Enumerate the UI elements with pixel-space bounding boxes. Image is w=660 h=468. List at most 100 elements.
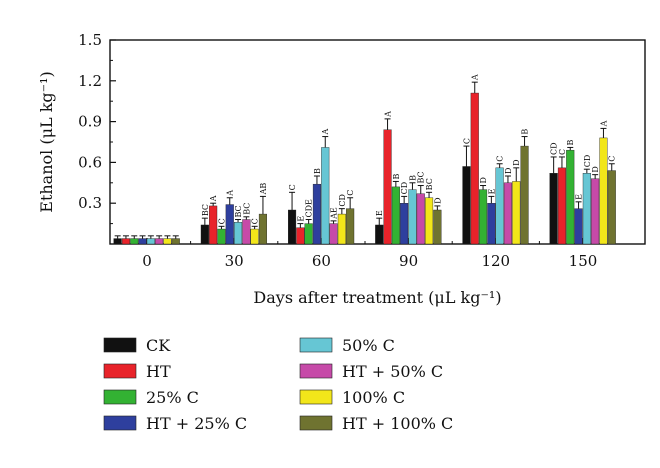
bar bbox=[607, 170, 616, 245]
bar bbox=[375, 224, 384, 245]
bar bbox=[433, 209, 442, 245]
significance-letter: D bbox=[504, 168, 513, 174]
significance-letter: E bbox=[375, 210, 384, 216]
significance-letter: BC bbox=[417, 171, 426, 183]
significance-letter: CD bbox=[338, 194, 347, 207]
legend-label: 50% C bbox=[342, 336, 395, 355]
legend-label: HT bbox=[146, 362, 171, 381]
bar bbox=[470, 92, 479, 245]
bar bbox=[209, 205, 218, 245]
significance-letter: D bbox=[479, 177, 488, 183]
significance-letter: B bbox=[408, 175, 417, 181]
bar bbox=[288, 209, 297, 245]
bar bbox=[200, 224, 209, 245]
legend-swatch bbox=[103, 363, 137, 379]
bar bbox=[296, 227, 305, 245]
significance-letter: A bbox=[384, 111, 393, 118]
x-tick-label: 30 bbox=[225, 252, 244, 270]
x-axis-title: Days after treatment (μL kg⁻¹) bbox=[253, 288, 501, 307]
legend-swatch bbox=[103, 389, 137, 405]
significance-letter: C bbox=[251, 218, 260, 224]
legend-label: 25% C bbox=[146, 388, 199, 407]
significance-letter: C bbox=[462, 138, 471, 144]
bar bbox=[250, 228, 259, 245]
bar bbox=[383, 129, 392, 245]
error-bars bbox=[114, 81, 615, 239]
bar bbox=[225, 204, 234, 245]
significance-letter: CD bbox=[550, 142, 559, 155]
bar bbox=[591, 178, 600, 245]
bar bbox=[503, 182, 513, 245]
bar bbox=[312, 183, 322, 245]
significance-letter: AE bbox=[330, 207, 339, 220]
bar bbox=[487, 202, 496, 245]
significance-letter: E bbox=[296, 216, 305, 222]
bar bbox=[391, 186, 400, 245]
bar bbox=[337, 213, 346, 245]
bar bbox=[462, 166, 471, 245]
significance-letter: C bbox=[608, 156, 617, 162]
legend-label: HT + 25% C bbox=[146, 414, 247, 433]
significance-letter: D bbox=[512, 159, 521, 165]
bar bbox=[512, 181, 521, 245]
significance-letter: C bbox=[217, 218, 226, 224]
bar bbox=[121, 238, 130, 245]
significance-letter: C bbox=[288, 184, 297, 190]
significance-letter: B bbox=[521, 129, 530, 135]
significance-letter: A bbox=[471, 74, 480, 81]
legend-swatch bbox=[299, 337, 333, 353]
significance-letter: BC bbox=[425, 178, 434, 190]
bar bbox=[155, 238, 164, 245]
y-tick-label: 0.9 bbox=[78, 113, 102, 131]
significance-letter: BC bbox=[201, 204, 210, 216]
x-tick-label: 60 bbox=[312, 252, 331, 270]
bar bbox=[582, 173, 591, 245]
bar bbox=[599, 137, 608, 245]
bar bbox=[566, 149, 575, 245]
legend-swatch bbox=[103, 415, 137, 431]
bar bbox=[130, 238, 139, 245]
bar bbox=[479, 189, 488, 245]
bar bbox=[400, 202, 409, 245]
significance-letter: CDE bbox=[305, 199, 314, 218]
significance-letter: A bbox=[226, 190, 235, 197]
significance-letter: B bbox=[313, 168, 322, 174]
significance-letter: BC bbox=[242, 203, 251, 215]
bar bbox=[304, 223, 313, 245]
x-tick-label: 150 bbox=[569, 252, 598, 270]
bar bbox=[520, 145, 529, 245]
bar bbox=[258, 213, 268, 245]
y-tick-label: 1.5 bbox=[78, 31, 102, 49]
x-tick-label: 90 bbox=[399, 252, 418, 270]
significance-letter: B bbox=[566, 139, 575, 145]
legend-swatch bbox=[103, 337, 137, 353]
significance-letter: BC bbox=[234, 205, 243, 217]
bar bbox=[233, 222, 243, 245]
legend-label: CK bbox=[146, 336, 171, 355]
significance-letter: D bbox=[433, 197, 442, 203]
significance-letter: AB bbox=[259, 183, 268, 196]
legend-label: 100% C bbox=[342, 388, 405, 407]
bar bbox=[495, 167, 504, 245]
significance-letter: E bbox=[575, 194, 584, 200]
significance-letter: C bbox=[346, 190, 355, 196]
bar bbox=[146, 238, 155, 245]
bar bbox=[329, 223, 338, 245]
significance-letter: C bbox=[558, 149, 567, 155]
bar bbox=[416, 193, 425, 245]
x-tick-label: 0 bbox=[142, 252, 152, 270]
legend-label: HT + 100% C bbox=[342, 414, 453, 433]
legend-swatch bbox=[299, 415, 333, 431]
significance-letter: A bbox=[209, 195, 218, 202]
significance-letter: A bbox=[321, 129, 330, 136]
y-tick-label: 1.2 bbox=[78, 72, 102, 90]
significance-letter: CD bbox=[400, 182, 409, 195]
y-tick-label: 0.3 bbox=[78, 194, 102, 212]
bar bbox=[113, 238, 122, 245]
bar bbox=[574, 208, 583, 245]
significance-letter: D bbox=[591, 166, 600, 172]
bar bbox=[217, 228, 226, 245]
bar bbox=[408, 189, 417, 245]
